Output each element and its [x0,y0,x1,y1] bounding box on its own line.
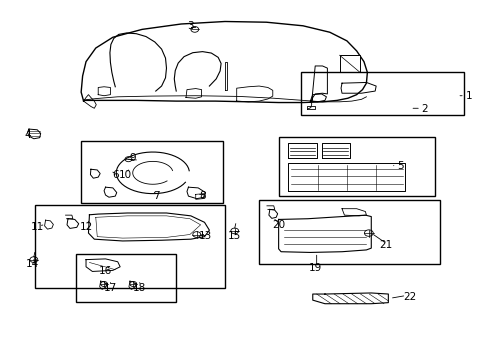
Text: 21: 21 [379,239,392,249]
Text: 19: 19 [308,263,321,273]
Bar [35,205,224,288]
Text: 8: 8 [199,191,206,201]
Text: 10: 10 [118,170,131,180]
Bar [339,55,359,72]
Text: 18: 18 [133,283,146,293]
Text: 12: 12 [79,222,92,231]
Text: 16: 16 [99,266,112,276]
Bar [300,72,463,116]
Text: 4: 4 [24,130,31,140]
Text: 20: 20 [271,220,285,230]
Text: 22: 22 [403,292,416,302]
Bar [81,140,222,203]
Text: 7: 7 [153,191,160,201]
Text: 15: 15 [228,231,241,240]
Text: 9: 9 [129,153,135,163]
Bar [259,200,439,264]
Text: 13: 13 [199,231,212,240]
Text: 11: 11 [31,222,44,231]
Text: 3: 3 [187,21,194,31]
Text: 6: 6 [112,170,119,180]
Text: 14: 14 [26,259,39,269]
Bar [76,253,176,302]
Text: 2: 2 [421,104,427,114]
Text: 17: 17 [103,283,117,293]
Text: 5: 5 [396,161,403,171]
Bar [278,137,434,196]
Text: 1: 1 [465,91,471,101]
